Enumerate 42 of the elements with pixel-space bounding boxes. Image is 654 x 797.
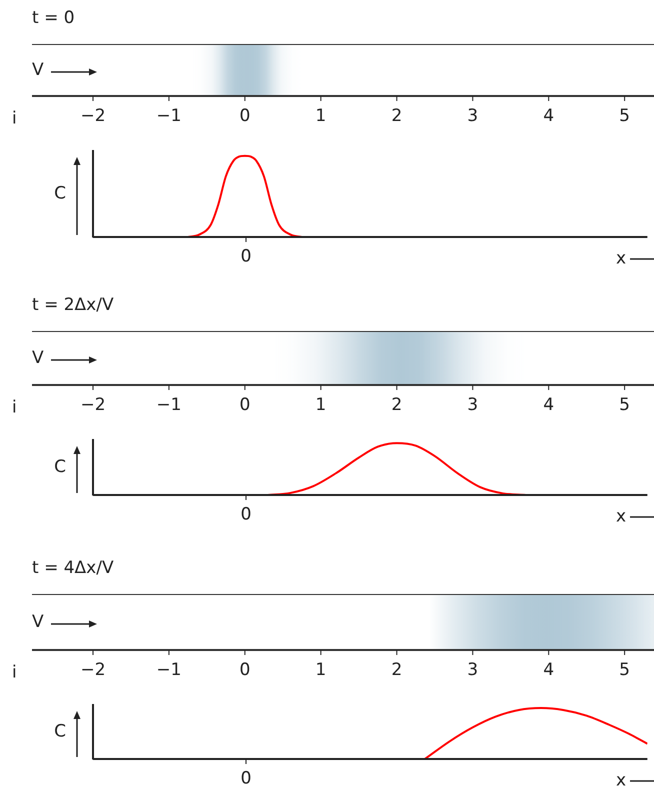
- text: V: [32, 60, 44, 80]
- text: x: [616, 506, 626, 526]
- x-tick-label: −1: [156, 395, 182, 416]
- x-tick-label: 3: [467, 660, 478, 680]
- chart-title: t = 4Δx/V: [32, 558, 114, 578]
- text: 0: [240, 768, 252, 788]
- chart-title: t = 2Δx/V: [32, 295, 114, 315]
- x-tick-label: 2: [391, 106, 402, 126]
- x-tick-label: 3: [467, 395, 478, 416]
- x-tick-label: 4: [543, 660, 554, 680]
- x-tick-label: −2: [80, 660, 106, 680]
- x-tick-label: 5: [619, 660, 630, 680]
- y-axis-title: C: [54, 721, 66, 742]
- x-tick-label: −2: [80, 395, 106, 416]
- x-tick-label: 0: [239, 660, 250, 680]
- x-tick-label: 5: [619, 106, 630, 126]
- x-tick-label: −2: [80, 106, 106, 126]
- x-tick-label: 3: [467, 106, 478, 126]
- text: 0: [240, 504, 252, 524]
- text: x: [616, 248, 626, 268]
- x-axis-title: i: [12, 108, 17, 128]
- x-tick-label: 4: [543, 106, 554, 126]
- x-tick-label: −1: [156, 660, 182, 680]
- x-tick-label: 0: [239, 395, 250, 416]
- x-tick-label: 1: [315, 660, 326, 680]
- x-tick-label: 2: [391, 395, 402, 416]
- x-tick-label: 5: [619, 395, 630, 416]
- text: V: [32, 612, 44, 632]
- x-tick-label: 1: [315, 106, 326, 126]
- x-tick-label: 0: [239, 106, 250, 126]
- x-tick-label: 2: [391, 660, 402, 680]
- text: V: [32, 348, 44, 368]
- x-axis-title: i: [12, 662, 17, 682]
- y-axis-title: C: [54, 456, 66, 477]
- text: x: [616, 770, 626, 790]
- y-axis-title: C: [54, 183, 66, 204]
- text: 0: [240, 246, 252, 266]
- x-tick-label: 4: [543, 395, 554, 416]
- chart-title: t = 0: [32, 8, 75, 28]
- x-tick-label: 1: [315, 395, 326, 416]
- x-axis-title: i: [12, 397, 17, 418]
- x-tick-label: −1: [156, 106, 182, 126]
